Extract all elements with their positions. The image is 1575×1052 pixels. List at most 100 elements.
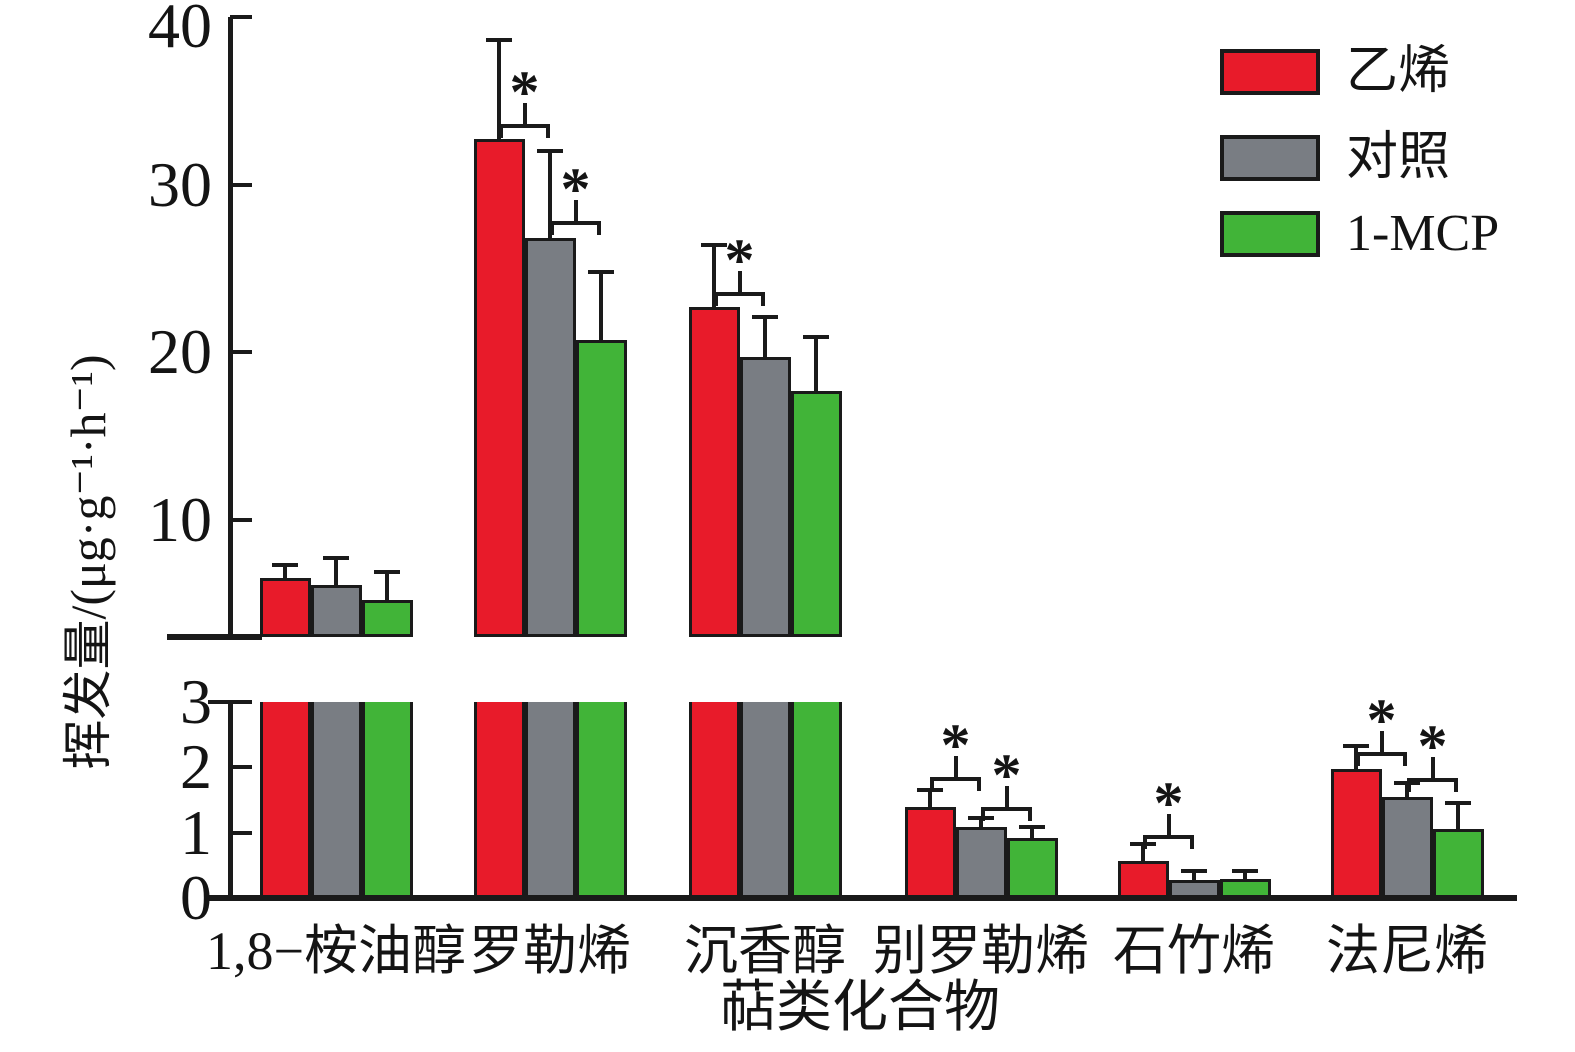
legend-swatch-1mcp	[1220, 211, 1320, 257]
errorbar-stem-1mcp-3	[1030, 826, 1034, 840]
y-axis-upper-foot	[167, 634, 262, 640]
bar-1mcp-3	[1006, 837, 1058, 898]
errorbar-cap-ethylene-5	[1343, 744, 1369, 749]
errorbar-stem-control-0	[334, 558, 338, 588]
errorbar-cap-control-4	[1181, 868, 1207, 873]
y-tick-label-lower: 1	[180, 796, 212, 868]
sig-stem-7	[1430, 757, 1435, 779]
errorbar-cap-1mcp-1	[588, 269, 614, 274]
legend-item-1mcp: 1-MCP	[1220, 206, 1499, 262]
bar-control-4	[1168, 880, 1220, 898]
bar-ethylene-1-lower-stub	[473, 702, 525, 898]
errorbar-cap-1mcp-3	[1019, 824, 1045, 829]
sig-star-4: *	[991, 741, 1022, 808]
bar-1mcp-2-lower-stub	[790, 702, 842, 898]
y-tick-upper	[230, 350, 252, 355]
bar-ethylene-0-lower-stub	[259, 702, 311, 898]
errorbar-stem-ethylene-0	[283, 564, 287, 581]
errorbar-stem-control-1	[548, 151, 552, 241]
y-tick-label-lower: 0	[180, 862, 212, 933]
errorbar-cap-ethylene-0	[272, 562, 298, 567]
y-tick-lower	[208, 700, 252, 704]
sig-star-7: *	[1417, 713, 1448, 780]
errorbar-stem-ethylene-4	[1141, 844, 1145, 863]
legend: 乙烯 对照 1-MCP	[1220, 40, 1560, 270]
sig-star-3: *	[940, 712, 971, 779]
sig-bracket-4	[981, 806, 1032, 821]
sig-star-0: *	[509, 59, 540, 126]
sig-stem-6	[1379, 730, 1384, 752]
bar-control-1-lower-stub	[524, 702, 576, 898]
y-tick-label-lower: 3	[180, 666, 212, 737]
y-tick-label-upper: 30	[148, 148, 212, 220]
errorbar-cap-control-2	[752, 314, 778, 319]
errorbar-stem-control-4	[1192, 870, 1196, 883]
errorbar-stem-1mcp-4	[1243, 870, 1247, 882]
x-category-label-2: 沉香醇	[684, 921, 846, 981]
errorbar-cap-1mcp-5	[1445, 801, 1471, 806]
legend-swatch-ethylene	[1220, 49, 1320, 95]
errorbar-stem-1mcp-2	[814, 337, 818, 393]
x-category-label-1: 罗勒烯	[469, 921, 631, 981]
bar-1mcp-1	[575, 340, 627, 637]
legend-item-control: 对照	[1220, 130, 1450, 186]
x-axis-line	[205, 895, 1517, 901]
sig-star-5: *	[1153, 769, 1184, 836]
bar-ethylene-2	[688, 306, 740, 637]
sig-star-6: *	[1366, 686, 1397, 753]
y-tick-label-upper: 20	[148, 316, 212, 388]
bar-1mcp-5	[1432, 829, 1484, 898]
sig-star-1: *	[560, 156, 591, 223]
x-category-label-4: 石竹烯	[1113, 921, 1275, 981]
bar-control-2-lower-stub	[739, 702, 791, 898]
sig-stem-3	[953, 756, 958, 778]
errorbar-stem-1mcp-1	[599, 271, 603, 343]
sig-bracket-6	[1356, 751, 1407, 766]
errorbar-stem-control-2	[763, 316, 767, 360]
sig-star-2: *	[724, 226, 755, 293]
sig-bracket-5	[1143, 834, 1194, 849]
bar-1mcp-4	[1219, 879, 1271, 898]
errorbar-stem-1mcp-0	[385, 571, 389, 603]
errorbar-cap-ethylene-2	[701, 242, 727, 247]
legend-swatch-control	[1220, 135, 1320, 181]
sig-bracket-2	[714, 291, 765, 306]
y-axis-lower	[228, 702, 233, 898]
y-axis-upper	[228, 17, 233, 637]
bar-ethylene-2-lower-stub	[688, 702, 740, 898]
legend-item-ethylene: 乙烯	[1220, 44, 1450, 100]
bar-control-2	[739, 357, 791, 637]
sig-stem-5	[1166, 813, 1171, 835]
errorbar-cap-1mcp-0	[374, 569, 400, 574]
bar-control-5	[1381, 796, 1433, 898]
bar-ethylene-3	[904, 806, 956, 898]
x-axis-title: 萜类化合物	[720, 977, 1000, 1039]
bar-1mcp-1-lower-stub	[575, 702, 627, 898]
bar-1mcp-2	[790, 390, 842, 637]
errorbar-cap-1mcp-4	[1232, 868, 1258, 873]
errorbar-cap-ethylene-1	[486, 38, 512, 43]
bar-control-0-lower-stub	[310, 702, 362, 898]
errorbar-cap-control-1	[537, 149, 563, 154]
errorbar-stem-ethylene-1	[497, 40, 501, 142]
errorbar-cap-control-0	[323, 556, 349, 561]
y-tick-label-upper: 40	[148, 0, 212, 61]
errorbar-stem-control-3	[979, 817, 983, 829]
y-tick-upper	[230, 182, 252, 187]
bar-ethylene-1	[473, 139, 525, 637]
sig-bracket-0	[499, 124, 550, 139]
sig-bracket-7	[1407, 778, 1458, 793]
x-category-label-3: 别罗勒烯	[873, 921, 1089, 981]
sig-stem-4	[1004, 785, 1009, 807]
bar-control-1	[524, 238, 576, 637]
legend-label-1mcp: 1-MCP	[1346, 205, 1500, 262]
x-category-label-5: 法尼烯	[1326, 921, 1488, 981]
bar-control-3	[955, 826, 1007, 898]
x-category-label-0: 1,8−桉油醇	[206, 921, 466, 981]
sig-stem-2	[737, 270, 742, 292]
y-tick-upper	[230, 517, 252, 522]
bar-ethylene-4	[1117, 860, 1169, 898]
sig-stem-0	[522, 103, 527, 125]
sig-bracket-1	[550, 221, 601, 236]
